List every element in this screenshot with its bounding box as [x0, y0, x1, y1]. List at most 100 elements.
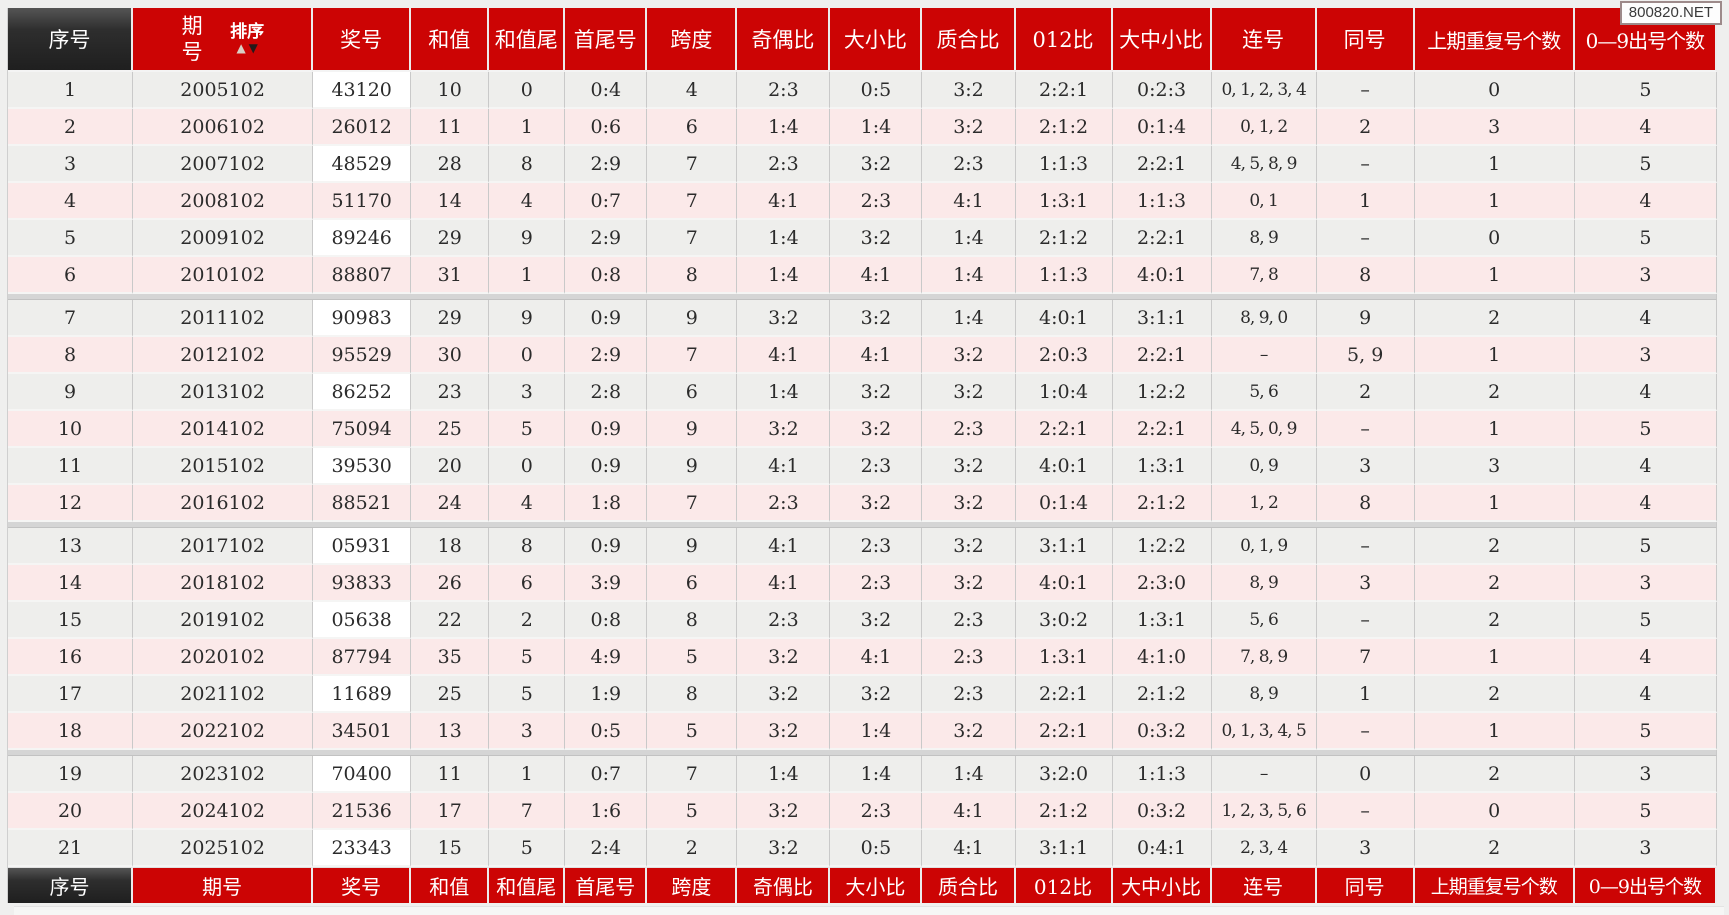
sort-control[interactable]: 排序 ▲ ▼ — [230, 22, 265, 55]
cell-same: 3 — [1316, 565, 1415, 602]
cell-index: 3 — [8, 146, 134, 183]
cell-index: 20 — [8, 793, 134, 830]
cell-index: 17 — [8, 676, 134, 713]
table-row-10: 10 2014102 75094 25 5 0:9 9 3:2 3:2 2:3 2:2:1 2:2:1… — [8, 411, 1717, 448]
cell-prime-composite: 2:3 — [922, 411, 1016, 448]
cell-same: – — [1316, 793, 1415, 830]
cell-consecutive: 0, 9 — [1211, 448, 1317, 485]
cell-number: 21536 — [313, 793, 412, 830]
table-row-13: 13 2017102 05931 18 8 0:9 9 4:1 2:3 3:2 3:1:1 1:2:2… — [8, 528, 1717, 565]
cell-big-small: 4:1 — [830, 337, 923, 374]
cell-odd-even: 2:3 — [737, 146, 831, 183]
cell-zero-one-two: 1:1:3 — [1015, 146, 1113, 183]
cell-index: 16 — [8, 639, 134, 676]
cell-span: 6 — [647, 565, 738, 602]
cell-zero-one-two: 4:0:1 — [1015, 448, 1113, 485]
cell-big-mid-small: 1:3:1 — [1112, 602, 1212, 639]
cell-big-mid-small: 1:1:3 — [1112, 183, 1212, 220]
cell-repeat-prev: 3 — [1414, 448, 1575, 485]
cell-repeat-prev: 2 — [1414, 676, 1575, 713]
cell-big-small: 3:2 — [830, 485, 923, 522]
col-header-period-bottom: 期号 — [133, 867, 314, 903]
table-row-9: 9 2013102 86252 23 3 2:8 6 1:4 3:2 3:2 1:0:4 1:2:2 5… — [8, 374, 1717, 411]
cell-big-mid-small: 2:2:1 — [1112, 146, 1212, 183]
cell-big-mid-small: 0:3:2 — [1112, 713, 1212, 750]
table-row-2: 2 2006102 26012 11 1 0:6 6 1:4 1:4 3:2 2:1:2 0:1:4 0… — [8, 109, 1717, 146]
cell-repeat-prev: 1 — [1414, 411, 1575, 448]
cell-odd-even: 2:3 — [737, 602, 831, 639]
cell-zero-one-two: 3:0:2 — [1015, 602, 1113, 639]
cell-big-small: 1:4 — [830, 756, 923, 793]
cell-sum-tail: 1 — [489, 756, 566, 793]
cell-digit-count: 5 — [1574, 72, 1717, 109]
cell-digit-count: 3 — [1574, 756, 1717, 793]
cell-number: 39530 — [313, 448, 412, 485]
cell-consecutive: 0, 1, 9 — [1211, 528, 1317, 565]
cell-sum: 22 — [411, 602, 490, 639]
cell-first-last: 4:9 — [565, 639, 648, 676]
cell-sum-tail: 4 — [489, 183, 566, 220]
cell-index: 14 — [8, 565, 134, 602]
cell-number: 90983 — [313, 300, 412, 337]
cell-number: 70400 — [313, 756, 412, 793]
cell-first-last: 0:9 — [565, 300, 648, 337]
cell-index: 9 — [8, 374, 134, 411]
cell-digit-count: 3 — [1574, 257, 1717, 294]
cell-zero-one-two: 0:1:4 — [1015, 485, 1113, 522]
cell-odd-even: 3:2 — [737, 793, 831, 830]
cell-first-last: 0:6 — [565, 109, 648, 146]
sort-label[interactable]: 排序 — [230, 22, 265, 42]
cell-odd-even: 4:1 — [737, 565, 831, 602]
cell-index: 4 — [8, 183, 134, 220]
sort-desc-icon[interactable]: ▼ — [248, 41, 258, 55]
cell-period: 2014102 — [133, 411, 314, 448]
cell-span: 5 — [647, 713, 738, 750]
cell-digit-count: 4 — [1574, 485, 1717, 522]
cell-consecutive: 7, 8, 9 — [1211, 639, 1317, 676]
cell-sum-tail: 0 — [489, 337, 566, 374]
cell-same: 2 — [1316, 109, 1415, 146]
cell-big-mid-small: 0:2:3 — [1112, 72, 1212, 109]
cell-big-small: 3:2 — [830, 220, 923, 257]
cell-span: 9 — [647, 448, 738, 485]
cell-big-small: 2:3 — [830, 448, 923, 485]
cell-span: 7 — [647, 146, 738, 183]
cell-sum: 17 — [411, 793, 490, 830]
cell-repeat-prev: 1 — [1414, 639, 1575, 676]
group-separator — [8, 294, 1717, 300]
cell-digit-count: 3 — [1574, 337, 1717, 374]
cell-prime-composite: 1:4 — [922, 220, 1016, 257]
cell-odd-even: 3:2 — [737, 639, 831, 676]
cell-odd-even: 1:4 — [737, 374, 831, 411]
cell-repeat-prev: 2 — [1414, 565, 1575, 602]
cell-same: 1 — [1316, 676, 1415, 713]
sort-asc-icon[interactable]: ▲ — [236, 41, 246, 55]
cell-sum-tail: 3 — [489, 374, 566, 411]
cell-big-small: 0:5 — [830, 830, 923, 867]
cell-zero-one-two: 1:1:3 — [1015, 257, 1113, 294]
cell-repeat-prev: 1 — [1414, 183, 1575, 220]
cell-same: – — [1316, 411, 1415, 448]
table-row-21: 21 2025102 23343 15 5 2:4 2 3:2 0:5 4:1 3:1:1 0:4:1… — [8, 830, 1717, 867]
cell-same: 3 — [1316, 448, 1415, 485]
cell-period: 2005102 — [133, 72, 314, 109]
cell-zero-one-two: 2:2:1 — [1015, 676, 1113, 713]
cell-repeat-prev: 2 — [1414, 374, 1575, 411]
cell-odd-even: 3:2 — [737, 830, 831, 867]
cell-big-small: 4:1 — [830, 639, 923, 676]
cell-sum-tail: 1 — [489, 109, 566, 146]
cell-odd-even: 4:1 — [737, 337, 831, 374]
cell-number: 48529 — [313, 146, 412, 183]
cell-first-last: 1:9 — [565, 676, 648, 713]
cell-first-last: 0:5 — [565, 713, 648, 750]
cell-sum: 13 — [411, 713, 490, 750]
col-header-prime-composite-top: 质合比 — [922, 8, 1016, 72]
table-row-7: 7 2011102 90983 29 9 0:9 9 3:2 3:2 1:4 4:0:1 3:1:1 8… — [8, 300, 1717, 337]
cell-repeat-prev: 1 — [1414, 485, 1575, 522]
cell-first-last: 0:9 — [565, 448, 648, 485]
cell-first-last: 0:9 — [565, 411, 648, 448]
cell-consecutive: 7, 8 — [1211, 257, 1317, 294]
table-row-14: 14 2018102 93833 26 6 3:9 6 4:1 2:3 3:2 4:0:1 2:3:0… — [8, 565, 1717, 602]
cell-period: 2013102 — [133, 374, 314, 411]
cell-digit-count: 4 — [1574, 374, 1717, 411]
